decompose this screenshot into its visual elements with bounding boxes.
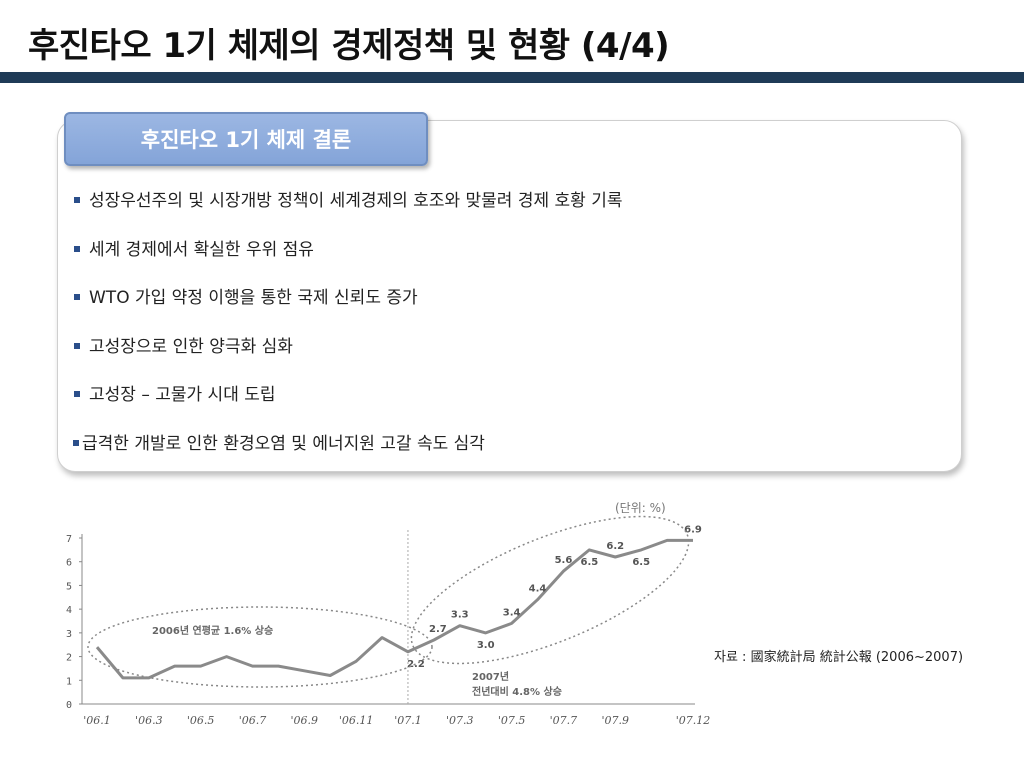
bullet-item: 성장우선주의 및 시장개방 정책이 세계경제의 호조와 맞물려 경제 호황 기록 [73, 186, 622, 235]
y-tick-label: 6 [66, 558, 72, 569]
bullet-text: 급격한 개발로 인한 환경오염 및 에너지원 고갈 속도 심각 [82, 433, 485, 454]
source-note: 자료 : 國家統計局 統計公報 (2006~2007) [714, 650, 964, 665]
2006-highlight-ellipse [87, 606, 433, 688]
data-label: 2.2 [407, 659, 425, 670]
data-label: 6.2 [606, 541, 624, 552]
inflation-chart: 0 1 2 3 4 5 6 7 '06.1 '06.3 '06.5 '06.7 '06.9 '06.11 '… [60, 490, 710, 730]
unit-label: (단위: %) [615, 501, 666, 515]
bullet-item: 고성장 – 고물가 시대 도립 [73, 380, 622, 429]
bullet-text: 세계 경제에서 확실한 우위 점유 [89, 239, 314, 260]
x-tick-label: '07.12 [676, 714, 710, 727]
data-label: 6.9 [684, 524, 702, 535]
bullet-square-icon [74, 294, 80, 300]
bullet-text: 고성장 – 고물가 시대 도립 [89, 385, 276, 405]
y-tick-label: 2 [66, 653, 72, 664]
x-tick-label: '06.1 [83, 714, 111, 727]
x-tick-label: '06.5 [187, 714, 215, 727]
data-label: 6.5 [580, 557, 598, 568]
y-tick-label: 4 [66, 605, 72, 616]
data-label: 3.4 [503, 607, 521, 618]
x-tick-label: '07.5 [498, 714, 526, 727]
x-tick-label: '06.11 [339, 714, 374, 727]
x-tick-label: '07.9 [601, 714, 629, 727]
data-label: 4.4 [529, 584, 547, 595]
bullet-square-icon [74, 342, 80, 349]
conclusion-bullet-list: 성장우선주의 및 시장개방 정책이 세계경제의 호조와 맞물려 경제 호황 기록… [73, 186, 622, 477]
title-divider-bar [0, 72, 1024, 83]
x-tick-label: '06.9 [291, 714, 319, 727]
y-tick-label: 7 [66, 534, 72, 545]
bullet-item: WTO 가입 약정 이행을 통한 국제 신뢰도 증가 [73, 283, 622, 332]
conclusion-card [57, 120, 962, 472]
bullet-text: 성장우선주의 및 시장개방 정책이 세계경제의 호조와 맞물려 경제 호황 기록 [89, 191, 623, 211]
bullet-square-icon [74, 245, 80, 252]
inflation-line-chart: 0 1 2 3 4 5 6 7 '06.1 '06.3 '06.5 '06.7 '06.9 '06.11 '… [60, 490, 710, 730]
bullet-item: 고성장으로 인한 양극화 심화 [73, 332, 622, 381]
annotation-2007-year: 2007년 [472, 670, 509, 683]
chart-background [60, 490, 710, 730]
x-tick-label: '07.1 [394, 714, 422, 727]
data-label: 2.7 [429, 624, 447, 635]
conclusion-tab: 후진타오 1기 체제 결론 [64, 112, 428, 166]
bullet-text: 고성장으로 인한 양극화 심화 [89, 336, 293, 357]
bullet-square-icon [74, 391, 80, 397]
annotation-2006: 2006년 연평균 1.6% 상승 [152, 624, 273, 637]
bullet-item: 세계 경제에서 확실한 우위 점유 [73, 235, 622, 284]
bullet-square-icon [74, 197, 80, 203]
bullet-item: 급격한 개발로 인한 환경오염 및 에너지원 고갈 속도 심각 [73, 429, 622, 478]
x-tick-label: '06.7 [239, 714, 267, 727]
data-label: 3.3 [451, 610, 469, 621]
y-tick-label: 5 [66, 581, 72, 592]
bullet-text: WTO 가입 약정 이행을 통한 국제 신뢰도 증가 [89, 288, 418, 308]
data-label: 3.0 [477, 640, 495, 651]
y-tick-label: 0 [66, 700, 72, 711]
2007-highlight-ellipse [410, 515, 690, 665]
x-tick-label: '07.3 [446, 714, 474, 727]
annotation-2007-change: 전년대비 4.8% 상승 [472, 685, 562, 698]
slide-title: 후진타오 1기 체제의 경제정책 및 현황 (4/4) [28, 26, 670, 66]
x-tick-label: '07.7 [550, 714, 578, 727]
y-tick-label: 3 [66, 629, 72, 640]
bullet-square-icon [73, 439, 79, 446]
y-tick-label: 1 [66, 676, 72, 687]
x-tick-label: '06.3 [135, 714, 163, 727]
data-label: 5.6 [555, 555, 573, 566]
inflation-series-line [95, 538, 693, 680]
data-label: 6.5 [632, 557, 650, 568]
